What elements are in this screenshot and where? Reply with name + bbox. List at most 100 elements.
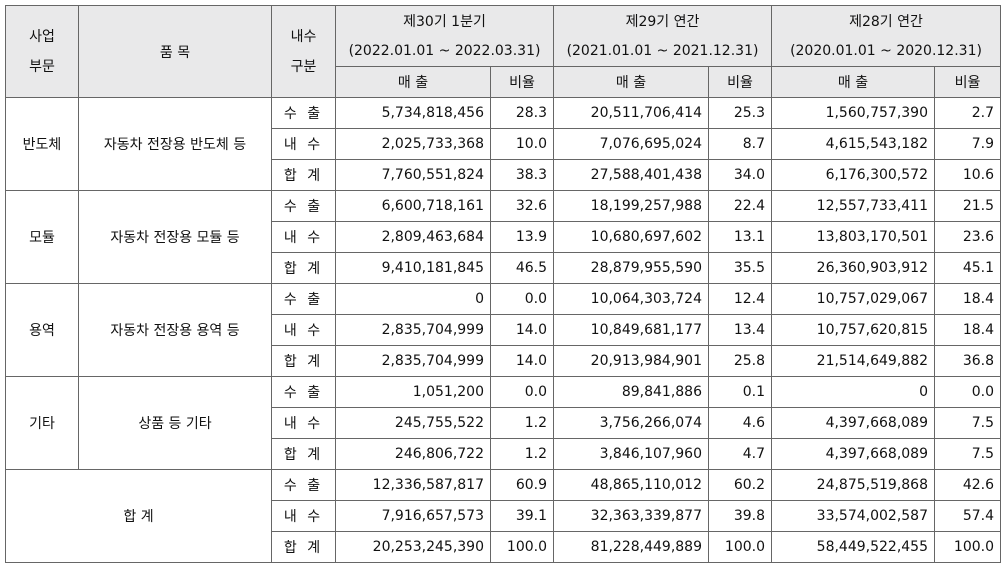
sales-value: 7,916,657,573 — [335, 500, 491, 532]
ratio-value: 39.1 — [490, 500, 554, 532]
item-name: 상품 등 기타 — [78, 376, 272, 470]
row-type: 내 수 — [271, 128, 336, 160]
sales-value: 5,734,818,456 — [335, 97, 491, 129]
row-type: 수 출 — [271, 376, 336, 408]
row-type: 수 출 — [271, 97, 336, 129]
header-domestic-export: 내수 구분 — [271, 5, 336, 98]
header-period-name: 제28기 연간 — [771, 5, 1001, 36]
row-type: 내 수 — [271, 221, 336, 253]
sales-value: 246,806,722 — [335, 438, 491, 470]
segment-name: 모듈 — [5, 190, 79, 284]
header-period-range: (2021.01.01 ~ 2021.12.31) — [553, 36, 772, 67]
sales-value: 4,397,668,089 — [771, 407, 935, 439]
item-name: 자동차 전장용 용역 등 — [78, 283, 272, 377]
sales-value: 0 — [771, 376, 935, 408]
sales-value: 1,051,200 — [335, 376, 491, 408]
ratio-value: 45.1 — [934, 252, 1001, 284]
sales-value: 1,560,757,390 — [771, 97, 935, 129]
row-type: 내 수 — [271, 500, 336, 532]
ratio-value: 42.6 — [934, 469, 1001, 501]
sales-value: 10,064,303,724 — [553, 283, 709, 315]
row-type: 내 수 — [271, 407, 336, 439]
sales-value: 12,336,587,817 — [335, 469, 491, 501]
sales-value: 89,841,886 — [553, 376, 709, 408]
row-type: 합 계 — [271, 252, 336, 284]
header-sales: 매 출 — [771, 66, 935, 98]
sales-value: 28,879,955,590 — [553, 252, 709, 284]
sales-value: 20,253,245,390 — [335, 531, 491, 563]
sales-value: 21,514,649,882 — [771, 345, 935, 377]
sales-value: 24,875,519,868 — [771, 469, 935, 501]
sales-value: 58,449,522,455 — [771, 531, 935, 563]
ratio-value: 35.5 — [708, 252, 772, 284]
row-type: 내 수 — [271, 314, 336, 346]
ratio-value: 13.4 — [708, 314, 772, 346]
ratio-value: 100.0 — [490, 531, 554, 563]
item-name: 자동차 전장용 모듈 등 — [78, 190, 272, 284]
header-period-range: (2022.01.01 ~ 2022.03.31) — [335, 36, 554, 67]
sales-table: 사업 부문 품 목 내수 구분 제30기 1분기 제29기 연간 제28기 연간 (2022… — [5, 5, 1001, 563]
sales-value: 18,199,257,988 — [553, 190, 709, 222]
ratio-value: 14.0 — [490, 314, 554, 346]
ratio-value: 7.5 — [934, 438, 1001, 470]
ratio-value: 1.2 — [490, 407, 554, 439]
sales-value: 10,680,697,602 — [553, 221, 709, 253]
ratio-value: 38.3 — [490, 159, 554, 191]
ratio-value: 1.2 — [490, 438, 554, 470]
header-ratio: 비율 — [708, 66, 772, 98]
ratio-value: 2.7 — [934, 97, 1001, 129]
ratio-value: 25.8 — [708, 345, 772, 377]
ratio-value: 100.0 — [934, 531, 1001, 563]
ratio-value: 13.1 — [708, 221, 772, 253]
sales-value: 48,865,110,012 — [553, 469, 709, 501]
row-type: 수 출 — [271, 469, 336, 501]
sales-value: 10,849,681,177 — [553, 314, 709, 346]
sales-value: 20,511,706,414 — [553, 97, 709, 129]
ratio-value: 4.6 — [708, 407, 772, 439]
header-ratio: 비율 — [934, 66, 1001, 98]
sales-value: 6,600,718,161 — [335, 190, 491, 222]
row-type: 합 계 — [271, 531, 336, 563]
segment-name: 기타 — [5, 376, 79, 470]
segment-name: 용역 — [5, 283, 79, 377]
ratio-value: 18.4 — [934, 314, 1001, 346]
sales-value: 10,757,620,815 — [771, 314, 935, 346]
header-period-name: 제29기 연간 — [553, 5, 772, 36]
row-type: 수 출 — [271, 283, 336, 315]
sales-value: 2,835,704,999 — [335, 345, 491, 377]
sales-value: 0 — [335, 283, 491, 315]
ratio-value: 10.0 — [490, 128, 554, 160]
ratio-value: 0.1 — [708, 376, 772, 408]
ratio-value: 8.7 — [708, 128, 772, 160]
header-period-range: (2020.01.01 ~ 2020.12.31) — [771, 36, 1001, 67]
ratio-value: 28.3 — [490, 97, 554, 129]
sales-value: 2,025,733,368 — [335, 128, 491, 160]
sales-value: 26,360,903,912 — [771, 252, 935, 284]
sales-value: 245,755,522 — [335, 407, 491, 439]
ratio-value: 0.0 — [934, 376, 1001, 408]
header-segment: 사업 부문 — [5, 5, 79, 98]
sales-value: 3,756,266,074 — [553, 407, 709, 439]
sales-value: 27,588,401,438 — [553, 159, 709, 191]
ratio-value: 13.9 — [490, 221, 554, 253]
ratio-value: 60.2 — [708, 469, 772, 501]
ratio-value: 25.3 — [708, 97, 772, 129]
sales-value: 12,557,733,411 — [771, 190, 935, 222]
ratio-value: 36.8 — [934, 345, 1001, 377]
sales-value: 4,397,668,089 — [771, 438, 935, 470]
ratio-value: 39.8 — [708, 500, 772, 532]
sales-value: 6,176,300,572 — [771, 159, 935, 191]
ratio-value: 46.5 — [490, 252, 554, 284]
ratio-value: 18.4 — [934, 283, 1001, 315]
ratio-value: 34.0 — [708, 159, 772, 191]
ratio-value: 0.0 — [490, 283, 554, 315]
sales-value: 3,846,107,960 — [553, 438, 709, 470]
ratio-value: 12.4 — [708, 283, 772, 315]
segment-name: 반도체 — [5, 97, 79, 191]
ratio-value: 0.0 — [490, 376, 554, 408]
ratio-value: 7.5 — [934, 407, 1001, 439]
ratio-value: 100.0 — [708, 531, 772, 563]
item-name: 자동차 전장용 반도체 등 — [78, 97, 272, 191]
header-ratio: 비율 — [490, 66, 554, 98]
ratio-value: 10.6 — [934, 159, 1001, 191]
